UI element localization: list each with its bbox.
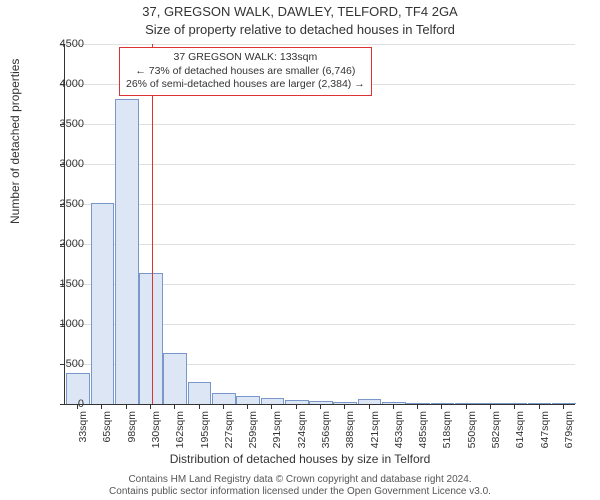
y-tick-label: 3500 [44, 118, 84, 130]
annotation-box: 37 GREGSON WALK: 133sqm← 73% of detached… [119, 47, 372, 96]
x-tick-mark [369, 404, 370, 409]
x-tick-mark [150, 404, 151, 409]
x-tick-mark [126, 404, 127, 409]
x-tick-mark [514, 404, 515, 409]
bar [188, 382, 212, 404]
bar [431, 403, 455, 404]
y-tick-label: 3000 [44, 158, 84, 170]
chart-container: 37, GREGSON WALK, DAWLEY, TELFORD, TF4 2… [0, 0, 600, 500]
bar [91, 203, 115, 404]
x-tick-mark [393, 404, 394, 409]
bar [285, 400, 309, 404]
x-tick-mark [490, 404, 491, 409]
x-tick-mark [466, 404, 467, 409]
y-tick-label: 4000 [44, 78, 84, 90]
footer-copyright-line1: Contains HM Land Registry data © Crown c… [0, 474, 600, 485]
y-tick-label: 500 [44, 358, 84, 370]
annotation-line3: 26% of semi-detached houses are larger (… [126, 78, 365, 92]
bar [139, 273, 163, 404]
x-tick-mark [101, 404, 102, 409]
annotation-line1: 37 GREGSON WALK: 133sqm [126, 51, 365, 65]
y-axis-label: Number of detached properties [8, 59, 22, 224]
x-tick-mark [296, 404, 297, 409]
y-gridline [65, 124, 575, 125]
y-tick-label: 2500 [44, 198, 84, 210]
y-tick-label: 0 [44, 398, 84, 410]
bar [261, 398, 285, 404]
bar [382, 402, 406, 404]
x-tick-mark [271, 404, 272, 409]
bar [358, 399, 382, 404]
x-tick-mark [320, 404, 321, 409]
x-tick-mark [247, 404, 248, 409]
chart-title-line1: 37, GREGSON WALK, DAWLEY, TELFORD, TF4 2… [0, 4, 600, 19]
plot-inner: 33sqm65sqm98sqm130sqm162sqm195sqm227sqm2… [64, 44, 575, 405]
x-tick-mark [344, 404, 345, 409]
bar [236, 396, 260, 404]
bar [212, 393, 236, 404]
x-tick-mark [174, 404, 175, 409]
reference-line [152, 44, 153, 404]
y-gridline [65, 204, 575, 205]
bar [115, 99, 139, 404]
x-tick-mark [199, 404, 200, 409]
annotation-line2: ← 73% of detached houses are smaller (6,… [126, 65, 365, 79]
chart-title-line2: Size of property relative to detached ho… [0, 22, 600, 37]
bar [552, 403, 576, 404]
bar [528, 403, 552, 404]
plot-area: 33sqm65sqm98sqm130sqm162sqm195sqm227sqm2… [64, 44, 574, 404]
y-tick-label: 4500 [44, 38, 84, 50]
x-tick-mark [539, 404, 540, 409]
x-axis-label: Distribution of detached houses by size … [0, 452, 600, 466]
y-tick-label: 1000 [44, 318, 84, 330]
y-gridline [65, 164, 575, 165]
x-tick-mark [563, 404, 564, 409]
bar [455, 403, 479, 404]
bar [163, 353, 187, 404]
y-tick-label: 1500 [44, 278, 84, 290]
y-gridline [65, 244, 575, 245]
y-gridline [65, 44, 575, 45]
footer-copyright-line2: Contains public sector information licen… [0, 486, 600, 497]
x-tick-mark [441, 404, 442, 409]
x-tick-mark [223, 404, 224, 409]
y-tick-label: 2000 [44, 238, 84, 250]
x-tick-mark [417, 404, 418, 409]
